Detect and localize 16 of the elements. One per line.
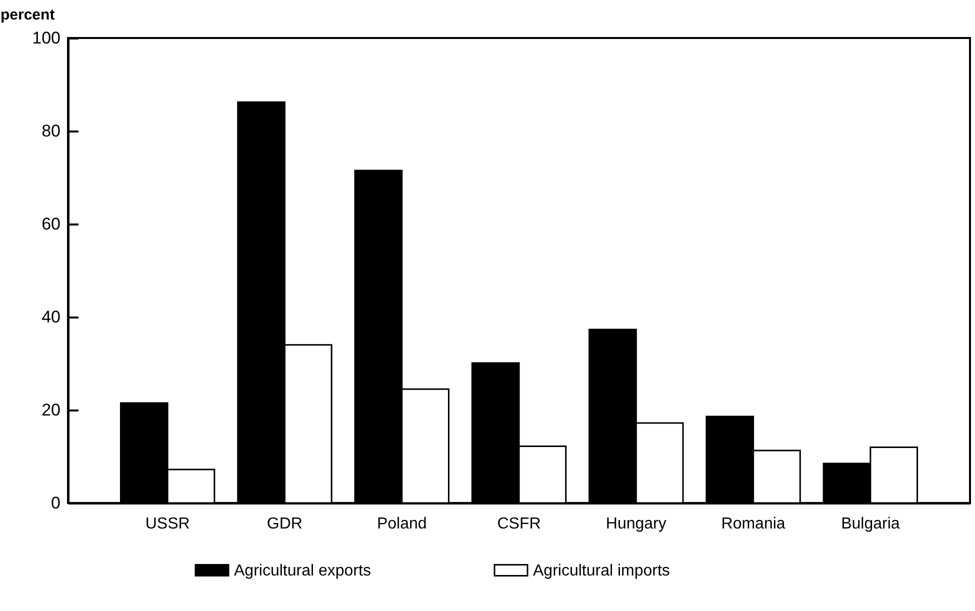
y-tick-label: 100	[32, 28, 60, 48]
x-tick-label: Bulgaria	[841, 516, 900, 532]
legend-label: Agricultural imports	[533, 562, 670, 580]
y-axis-title: percent	[0, 6, 55, 24]
x-tick-label: CSFR	[497, 516, 541, 532]
y-tick-label: 20	[42, 400, 60, 420]
x-tick-label: Poland	[376, 516, 427, 532]
x-tick-label: USSR	[145, 516, 190, 532]
y-tick-label: 0	[51, 494, 60, 512]
x-tick-label: Romania	[721, 516, 786, 532]
legend-label: Agricultural exports	[234, 562, 371, 580]
y-tick-label: 60	[42, 214, 60, 234]
y-tick-label: 80	[42, 122, 60, 140]
x-tick-label: GDR	[266, 516, 302, 532]
x-tick-label: Hungary	[606, 516, 666, 532]
y-tick-label: 40	[42, 308, 60, 326]
